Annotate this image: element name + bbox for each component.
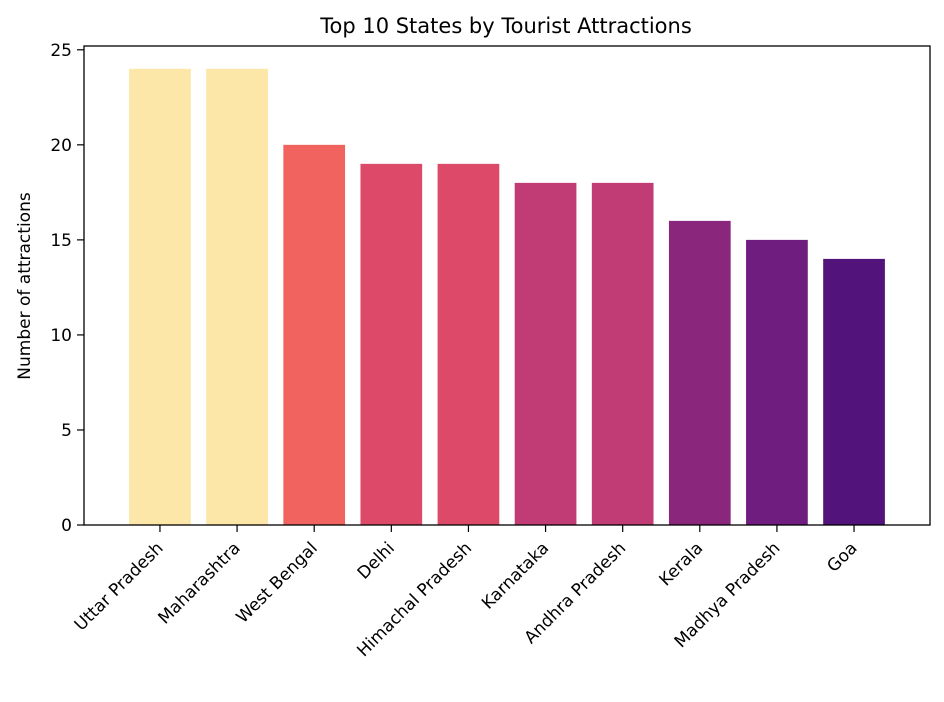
- y-tick-label: 0: [61, 516, 72, 536]
- x-tick-label: Maharashtra: [155, 538, 245, 628]
- x-tick-label: Delhi: [354, 538, 399, 583]
- x-tick-label: Karnataka: [478, 538, 553, 613]
- bar-west-bengal: [283, 144, 346, 525]
- x-tick-label: Kerala: [655, 538, 707, 590]
- y-tick-label: 10: [50, 326, 72, 346]
- bar-kerala: [668, 220, 731, 525]
- bar-delhi: [360, 163, 423, 525]
- y-tick-label: 20: [50, 136, 72, 156]
- x-tick-label: Uttar Pradesh: [71, 538, 168, 635]
- plot-frame: [83, 45, 931, 526]
- bar-maharashtra: [206, 68, 268, 525]
- y-tick-label: 5: [61, 421, 72, 441]
- bar-karnataka: [514, 182, 577, 526]
- y-tick-label: 25: [50, 41, 72, 61]
- y-tick-label: 15: [50, 231, 72, 251]
- chart-title: Top 10 States by Tourist Attractions: [319, 14, 692, 38]
- bars-layer: [129, 68, 885, 526]
- bar-andhra-pradesh: [591, 182, 654, 526]
- x-tick-label: Goa: [823, 538, 861, 576]
- x-tick-label: West Bengal: [233, 538, 322, 627]
- bar-madhya-pradesh: [746, 239, 808, 525]
- y-axis-ticks: 0 5 10 15 20 25: [50, 41, 84, 536]
- y-axis-label: Number of attractions: [15, 192, 35, 380]
- bar-goa: [823, 258, 885, 525]
- bar-uttar-pradesh: [129, 68, 191, 525]
- bar-himachal-pradesh: [437, 163, 500, 525]
